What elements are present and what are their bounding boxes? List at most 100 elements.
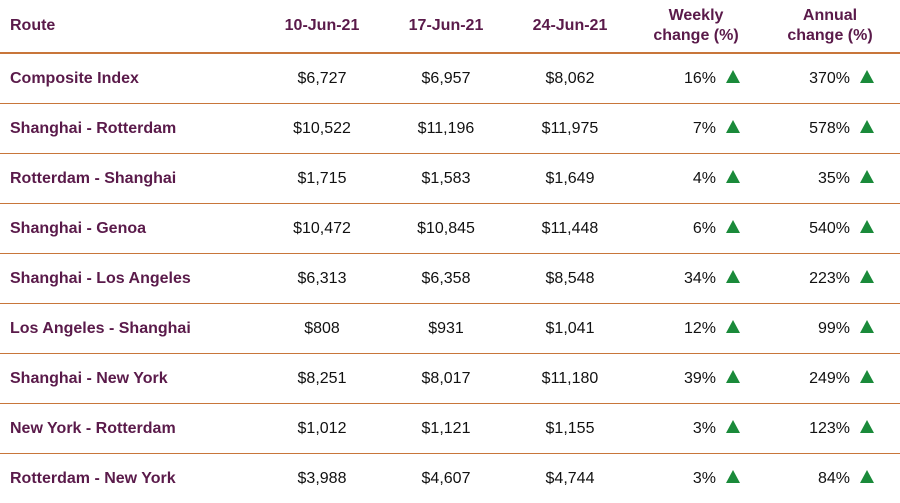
rate-date-1: $8,251 — [297, 369, 347, 387]
rate-date-2: $931 — [428, 319, 464, 337]
route-name: Shanghai - New York — [10, 369, 168, 387]
up-triangle-icon — [860, 470, 874, 483]
up-triangle-icon — [726, 320, 740, 333]
up-triangle-icon — [726, 470, 740, 483]
rate-date-3: $4,744 — [545, 469, 595, 487]
header-annual-line-1: Annual — [802, 7, 858, 24]
up-triangle-icon — [860, 70, 874, 83]
table-row: New York - Rotterdam $1,012 $1,121 $1,155 3%… — [0, 404, 900, 454]
header-route: Route — [10, 17, 56, 34]
header-annual-line-2: change (%) — [787, 27, 873, 44]
route-name: New York - Rotterdam — [10, 419, 176, 437]
header-date-1: 10-Jun-21 — [284, 17, 360, 34]
rate-date-3: $1,155 — [545, 419, 595, 437]
header-weekly-line-2: change (%) — [653, 27, 739, 44]
annual-change-value: 540% — [809, 219, 850, 237]
rate-date-3: $1,649 — [545, 169, 595, 187]
annual-change-cell: 99% — [760, 320, 900, 338]
up-triangle-icon — [860, 120, 874, 133]
route-name: Los Angeles - Shanghai — [10, 319, 191, 337]
rate-date-2: $1,583 — [421, 169, 471, 187]
header-weekly-line-1: Weekly — [668, 7, 724, 24]
weekly-change-value: 16% — [683, 69, 716, 87]
weekly-change-cell: 4% — [632, 170, 760, 188]
route-name: Rotterdam - Shanghai — [10, 169, 177, 187]
weekly-change-value: 7% — [692, 119, 716, 137]
weekly-change-cell: 34% — [632, 270, 760, 288]
annual-change-cell: 123% — [760, 420, 900, 438]
rate-date-1: $10,522 — [293, 119, 351, 137]
route-name: Shanghai - Genoa — [10, 219, 147, 237]
up-triangle-icon — [726, 220, 740, 233]
up-triangle-icon — [726, 170, 740, 183]
annual-change-value: 249% — [809, 369, 850, 387]
rate-date-2: $8,017 — [421, 369, 471, 387]
rate-date-2: $10,845 — [417, 219, 475, 237]
annual-change-value: 99% — [817, 319, 850, 337]
rate-date-1: $3,988 — [297, 469, 347, 487]
up-triangle-icon — [860, 370, 874, 383]
up-triangle-icon — [726, 420, 740, 433]
rate-date-3: $11,975 — [541, 119, 599, 137]
annual-change-cell: 540% — [760, 220, 900, 238]
up-triangle-icon — [860, 420, 874, 433]
rate-date-2: $11,196 — [417, 119, 475, 137]
weekly-change-value: 12% — [683, 319, 716, 337]
annual-change-cell: 223% — [760, 270, 900, 288]
up-triangle-icon — [860, 320, 874, 333]
route-name: Rotterdam - New York — [10, 469, 176, 487]
weekly-change-value: 4% — [692, 169, 716, 187]
weekly-change-cell: 16% — [632, 70, 760, 88]
table-header: Route 10-Jun-21 17-Jun-21 24-Jun-21 Week… — [0, 0, 900, 54]
annual-change-cell: 249% — [760, 370, 900, 388]
rate-date-3: $1,041 — [545, 319, 595, 337]
rate-date-3: $11,180 — [541, 369, 599, 387]
weekly-change-cell: 6% — [632, 220, 760, 238]
table-row: Shanghai - Los Angeles $6,313 $6,358 $8,548… — [0, 254, 900, 304]
table-row: Composite Index $6,727 $6,957 $8,062 16% 370% — [0, 54, 900, 104]
weekly-change-cell: 3% — [632, 470, 760, 488]
annual-change-value: 84% — [817, 469, 850, 487]
header-date-3: 24-Jun-21 — [532, 17, 608, 34]
up-triangle-icon — [726, 70, 740, 83]
route-name: Composite Index — [10, 69, 139, 87]
table-row: Shanghai - New York $8,251 $8,017 $11,180 39… — [0, 354, 900, 404]
annual-change-value: 223% — [809, 269, 850, 287]
table-body: Composite Index $6,727 $6,957 $8,062 16% 370%… — [0, 54, 900, 503]
annual-change-cell: 578% — [760, 120, 900, 138]
rate-date-2: $4,607 — [421, 469, 471, 487]
weekly-change-cell: 7% — [632, 120, 760, 138]
rate-date-1: $10,472 — [293, 219, 351, 237]
annual-change-value: 35% — [817, 169, 850, 187]
weekly-change-value: 3% — [692, 469, 716, 487]
rate-date-3: $8,062 — [545, 69, 595, 87]
table-row: Rotterdam - New York $3,988 $4,607 $4,744 3%… — [0, 454, 900, 503]
rate-date-3: $11,448 — [541, 219, 599, 237]
up-triangle-icon — [726, 120, 740, 133]
table-row: Rotterdam - Shanghai $1,715 $1,583 $1,649 4%… — [0, 154, 900, 204]
weekly-change-cell: 12% — [632, 320, 760, 338]
route-name: Shanghai - Los Angeles — [10, 269, 191, 287]
header-annual-change: Annual change (%) — [760, 0, 900, 52]
annual-change-cell: 35% — [760, 170, 900, 188]
up-triangle-icon — [860, 170, 874, 183]
annual-change-value: 578% — [809, 119, 850, 137]
weekly-change-cell: 3% — [632, 420, 760, 438]
weekly-change-value: 34% — [683, 269, 716, 287]
table-row: Shanghai - Genoa $10,472 $10,845 $11,448 6% 5… — [0, 204, 900, 254]
weekly-change-cell: 39% — [632, 370, 760, 388]
header-date-2: 17-Jun-21 — [408, 17, 484, 34]
rate-date-1: $1,715 — [297, 169, 347, 187]
annual-change-cell: 370% — [760, 70, 900, 88]
rate-date-1: $6,313 — [297, 269, 347, 287]
rate-date-1: $1,012 — [297, 419, 347, 437]
annual-change-value: 123% — [809, 419, 850, 437]
up-triangle-icon — [860, 270, 874, 283]
rate-date-1: $808 — [304, 319, 340, 337]
up-triangle-icon — [860, 220, 874, 233]
rate-date-3: $8,548 — [545, 269, 595, 287]
weekly-change-value: 39% — [683, 369, 716, 387]
rate-date-2: $6,957 — [421, 69, 471, 87]
header-weekly-change: Weekly change (%) — [632, 0, 760, 52]
